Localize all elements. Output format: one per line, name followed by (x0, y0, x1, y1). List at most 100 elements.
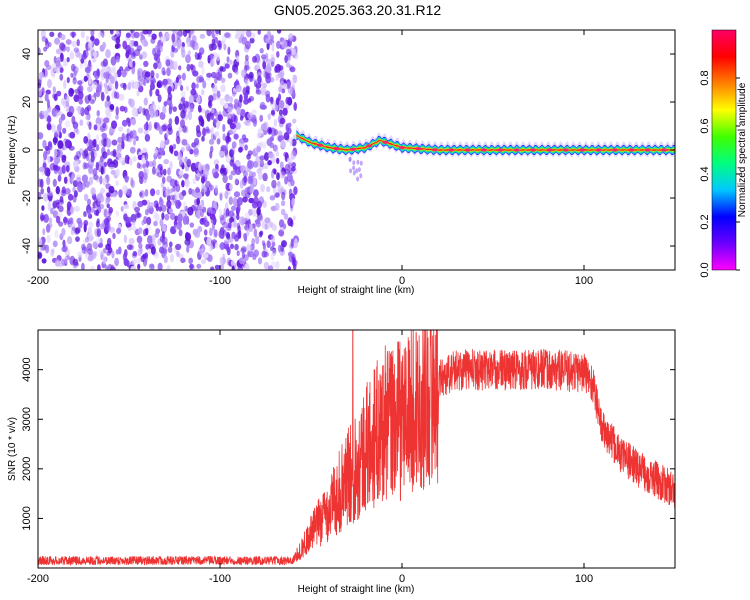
noise-blob (56, 57, 62, 63)
noise-blob (109, 82, 113, 89)
noise-blob (219, 233, 225, 240)
noise-blob (67, 193, 74, 201)
noise-blob (70, 206, 74, 215)
noise-blob (40, 188, 44, 195)
noise-blob (202, 206, 207, 213)
noise-blob (203, 229, 208, 236)
noise-blob (268, 127, 272, 134)
noise-blob (116, 69, 122, 78)
noise-blob (234, 243, 239, 251)
noise-blob (88, 164, 93, 174)
noise-blob (190, 39, 195, 48)
noise-blob (248, 223, 254, 233)
noise-blob (197, 225, 203, 233)
noise-blob (115, 180, 119, 187)
noise-blob (201, 135, 205, 142)
noise-blob (60, 43, 67, 52)
noise-blob (142, 30, 149, 35)
noise-blob (54, 148, 58, 157)
noise-blob (253, 189, 259, 198)
noise-blob (208, 139, 215, 145)
noise-blob (352, 160, 356, 166)
noise-blob (57, 123, 62, 132)
noise-blob (242, 170, 248, 178)
noise-blob (169, 194, 175, 201)
noise-blob (293, 102, 298, 111)
noise-blob (117, 126, 124, 132)
noise-blob (244, 212, 250, 221)
noise-blob (242, 217, 247, 224)
signal-peak (317, 143, 324, 147)
noise-blob (112, 232, 116, 240)
noise-blob (66, 236, 73, 245)
noise-blob (242, 196, 248, 203)
noise-blob (243, 120, 250, 126)
spectrogram-xtick-label: -200 (27, 275, 49, 287)
noise-blob (73, 70, 78, 76)
noise-blob (68, 145, 75, 151)
noise-blob (261, 240, 266, 246)
noise-blob (262, 200, 267, 209)
noise-blob (152, 166, 156, 175)
noise-blob (209, 150, 213, 159)
noise-blob (130, 118, 137, 126)
noise-blob (154, 232, 159, 238)
noise-blob (157, 94, 162, 103)
noise-blob (196, 197, 200, 206)
noise-blob (74, 165, 80, 173)
noise-blob (79, 62, 83, 69)
noise-blob (200, 199, 205, 209)
noise-blob (166, 175, 172, 183)
noise-blob (62, 239, 66, 248)
noise-blob (61, 246, 68, 253)
noise-blob (110, 264, 115, 270)
noise-blob (157, 171, 164, 178)
noise-blob (214, 131, 220, 137)
noise-blob (79, 119, 84, 126)
noise-blob (240, 246, 247, 253)
noise-blob (291, 84, 296, 90)
noise-blob (265, 75, 272, 84)
noise-blob (72, 160, 79, 168)
noise-blob (178, 229, 183, 237)
noise-blob (122, 252, 127, 261)
noise-blob (278, 109, 283, 117)
noise-blob (130, 30, 134, 34)
noise-blob (276, 51, 280, 58)
noise-blob (81, 243, 86, 251)
noise-blob (274, 202, 280, 211)
noise-blob (271, 179, 277, 189)
noise-blob (239, 139, 245, 148)
noise-blob (228, 174, 233, 180)
noise-blob (146, 216, 152, 226)
noise-blob (85, 152, 90, 162)
noise-blob (160, 182, 165, 189)
signal-peak (333, 147, 340, 151)
noise-blob (102, 41, 106, 49)
noise-blob (259, 101, 266, 110)
noise-blob (43, 150, 48, 161)
noise-blob (248, 160, 254, 169)
noise-blob (88, 232, 94, 242)
noise-blob (68, 105, 75, 115)
noise-blob (52, 240, 58, 248)
noise-blob (163, 101, 168, 107)
noise-blob (137, 127, 144, 134)
noise-blob (105, 138, 112, 148)
noise-blob (162, 105, 167, 115)
noise-blob (41, 36, 47, 42)
noise-blob (244, 192, 251, 199)
noise-blob (264, 217, 271, 224)
noise-blob (169, 178, 176, 187)
noise-blob (106, 215, 111, 223)
noise-blob (164, 213, 170, 221)
noise-blob (215, 163, 219, 170)
noise-blob (225, 154, 231, 164)
noise-blob (226, 224, 232, 231)
noise-blob (123, 204, 129, 210)
noise-blob (272, 144, 278, 152)
noise-blob (210, 107, 215, 114)
noise-blob (284, 55, 288, 64)
noise-blob (189, 104, 194, 113)
noise-blob (264, 223, 268, 231)
